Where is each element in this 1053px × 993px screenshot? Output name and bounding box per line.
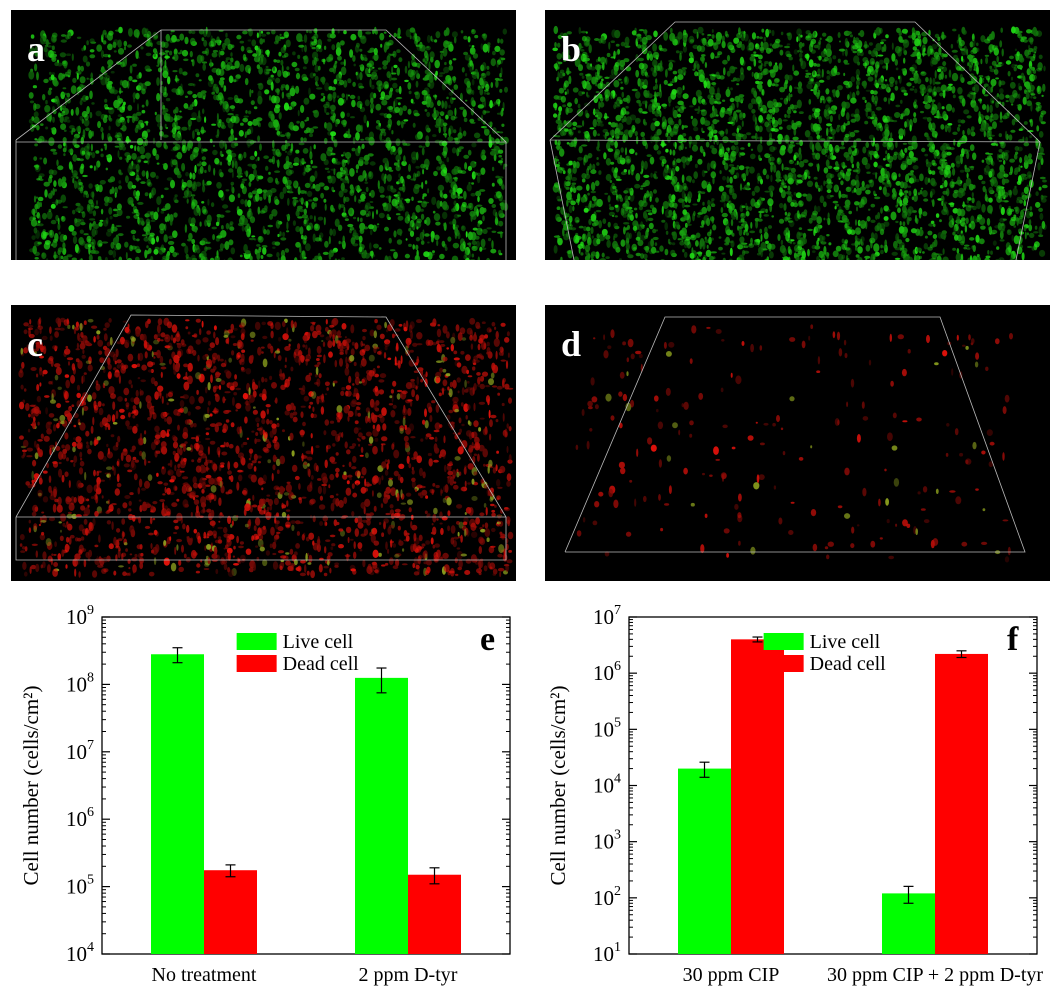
bar-live-cell bbox=[151, 654, 204, 954]
y-tick-label: 105 bbox=[593, 715, 621, 741]
y-axis-label: Cell number (cells/cm²) bbox=[19, 686, 43, 886]
legend-swatch bbox=[236, 633, 277, 650]
y-tick-label: 107 bbox=[593, 603, 621, 629]
micrograph-d: d bbox=[545, 305, 1050, 581]
legend-label: Dead cell bbox=[810, 653, 887, 675]
legend-swatch bbox=[236, 655, 277, 672]
panel-label-d: d bbox=[561, 324, 582, 364]
legend-swatch bbox=[763, 655, 804, 672]
panel-label: f bbox=[1007, 621, 1019, 658]
chart-e: 104 105 106 107 108 109 Cell number (cells/cm²… bbox=[19, 603, 511, 986]
panel-label-a: a bbox=[27, 29, 45, 69]
x-tick-label: 30 ppm CIP + 2 ppm D-tyr bbox=[827, 964, 1043, 986]
chart-f: 101 102 103 104 105 106 107 Cell number (cells/… bbox=[546, 603, 1043, 986]
micrograph-c: c bbox=[11, 305, 516, 581]
y-tick-label: 103 bbox=[593, 828, 621, 854]
volume-outline bbox=[549, 21, 1041, 260]
error-bar bbox=[225, 864, 236, 878]
micrograph-b-render bbox=[549, 21, 1048, 260]
x-tick-label: 30 ppm CIP bbox=[683, 964, 780, 986]
bar-dead-cell bbox=[204, 870, 257, 954]
micrograph-a: a bbox=[11, 10, 516, 260]
bar-dead-cell bbox=[731, 639, 784, 954]
volume-outline bbox=[15, 314, 507, 561]
bar-dead-cell bbox=[935, 653, 988, 954]
cell-cloud bbox=[18, 317, 514, 579]
cell-cloud bbox=[552, 25, 1048, 260]
y-tick-label: 107 bbox=[66, 738, 94, 764]
panel-label: e bbox=[480, 621, 495, 658]
error-bar bbox=[429, 867, 440, 885]
bar-live-cell bbox=[678, 768, 731, 954]
bar-live-cell bbox=[355, 677, 408, 954]
y-tick-label: 104 bbox=[593, 772, 621, 798]
plot-frame bbox=[101, 616, 511, 955]
legend-swatch bbox=[763, 633, 804, 650]
error-bar bbox=[956, 650, 967, 659]
volume-outline bbox=[15, 29, 508, 260]
y-tick-label: 104 bbox=[66, 940, 94, 966]
y-tick-label: 109 bbox=[66, 603, 94, 629]
legend-label: Live cell bbox=[283, 631, 354, 653]
error-bar bbox=[376, 667, 387, 694]
panel-label-c: c bbox=[27, 324, 43, 364]
panel-label-b: b bbox=[561, 29, 582, 69]
bar-dead-cell bbox=[408, 874, 461, 954]
y-tick-label: 108 bbox=[66, 670, 94, 696]
error-bar bbox=[903, 885, 914, 904]
volume-outline bbox=[564, 316, 1026, 553]
legend-label: Dead cell bbox=[283, 653, 360, 675]
micrograph-d-render bbox=[564, 316, 1026, 563]
y-tick-label: 102 bbox=[593, 884, 621, 910]
micrograph-a-render bbox=[15, 26, 509, 260]
y-tick-label: 106 bbox=[593, 659, 621, 685]
micrograph-b: b bbox=[545, 10, 1050, 260]
y-tick-label: 105 bbox=[66, 873, 94, 899]
x-tick-label: 2 ppm D-tyr bbox=[359, 964, 458, 986]
error-bar bbox=[172, 647, 183, 664]
error-bar bbox=[752, 636, 763, 643]
error-bar bbox=[699, 761, 710, 778]
legend-label: Live cell bbox=[810, 631, 881, 653]
y-axis-label: Cell number (cells/cm²) bbox=[546, 686, 570, 886]
cell-cloud bbox=[575, 324, 1013, 563]
cell-cloud bbox=[28, 26, 509, 260]
y-tick-label: 101 bbox=[593, 940, 621, 966]
x-tick-label: No treatment bbox=[152, 964, 257, 986]
micrograph-c-render bbox=[15, 314, 514, 579]
y-tick-label: 106 bbox=[66, 805, 94, 831]
